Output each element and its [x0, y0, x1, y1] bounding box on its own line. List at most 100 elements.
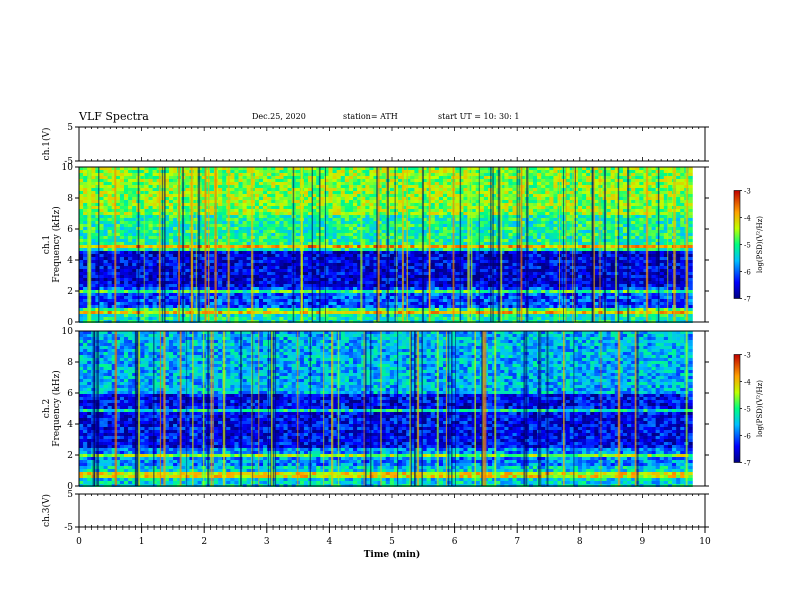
spectrogram-ch1-cell: [537, 257, 542, 260]
spectrogram-ch1-cell: [688, 170, 693, 173]
spectrogram-ch1-cell: [103, 197, 108, 200]
spectrogram-ch1-cell: [365, 218, 370, 221]
spectrogram-ch1-cell: [676, 170, 681, 173]
spectrogram-ch1-cell: [238, 230, 243, 233]
spectrogram-ch1-cell: [234, 266, 239, 269]
spectrogram-ch1-cell: [115, 236, 121, 239]
spectrogram-ch1-cell: [185, 194, 190, 197]
spectrogram-ch1-cell: [688, 203, 693, 206]
spectrogram-ch1-cell: [398, 191, 403, 194]
spectrogram-ch1-cell: [365, 236, 370, 239]
spectrogram-ch1-cell: [128, 194, 133, 197]
spectrogram-ch1-cell: [238, 209, 243, 212]
spectrogram-ch1-cell: [463, 263, 468, 266]
spectrogram-ch1-cell: [483, 179, 489, 182]
spectrogram-ch1-cell: [140, 173, 145, 176]
spectrogram-ch1-cell: [287, 209, 292, 212]
spectrogram-ch1-cell: [115, 182, 121, 185]
spectrogram-ch1-cell: [336, 179, 342, 182]
spectrogram-ch1-cell: [414, 236, 419, 239]
spectrogram-ch1-cell: [238, 194, 243, 197]
spectrogram-ch1-cell: [238, 245, 243, 248]
spectrogram-ch1-cell: [164, 176, 170, 179]
spectrogram-ch1-cell: [586, 197, 591, 200]
spectrogram-ch1-cell: [402, 236, 407, 239]
spectrogram-ch1-cell: [123, 176, 129, 179]
spectrogram-ch1-cell: [107, 182, 113, 185]
spectrogram-ch1-cell: [152, 191, 158, 194]
spectrogram-ch1-cell: [389, 173, 395, 176]
spectrogram-ch1-cell: [532, 242, 538, 245]
spectrogram-ch1-cell: [275, 206, 280, 209]
spectrogram-ch1-cell: [647, 176, 652, 179]
spectrogram-ch1-cell: [303, 218, 309, 221]
spectrogram-ch1-cell: [287, 200, 292, 203]
spectrogram-ch1-cell: [582, 197, 587, 200]
spectrogram-ch1-cell: [353, 248, 358, 251]
spectrogram-ch1-cell: [328, 209, 333, 212]
spectrogram-ch1-cell: [148, 212, 153, 215]
spectrogram-ch1-cell: [263, 239, 268, 242]
spectrogram-ch1-cell: [438, 185, 444, 188]
spectrogram-ch1-cell: [348, 257, 354, 260]
spectrogram-ch1-cell: [111, 260, 117, 263]
spectrogram-ch1-cell: [148, 263, 153, 266]
spectrogram-ch1-cell: [410, 233, 415, 236]
spectrogram-ch1-cell: [606, 176, 611, 179]
spectrogram-ch1-cell: [123, 188, 129, 191]
spectrogram-ch1-cell: [205, 197, 211, 200]
spectrogram-ch1-cell: [373, 179, 378, 182]
spectrogram-ch1-cell: [402, 176, 407, 179]
spectrogram-ch1-cell: [234, 173, 239, 176]
spectrogram-ch1-cell: [500, 221, 505, 224]
spectrogram-ch1-cell: [348, 194, 354, 197]
spectrogram-ch1-cell: [201, 212, 207, 215]
spectrogram-ch1-cell: [83, 176, 88, 179]
spectrogram-ch1-cell: [582, 179, 587, 182]
spectrogram-ch1-cell: [324, 245, 329, 248]
spectrogram-ch1-cell: [201, 260, 207, 263]
spectrogram-ch1-cell: [512, 191, 517, 194]
spectrogram-ch1-cell: [340, 170, 346, 173]
spectrogram-ch1-cell: [663, 233, 669, 236]
spectrogram-ch1-cell: [340, 167, 346, 170]
spectrogram-ch1-cell: [123, 233, 129, 236]
spectrogram-ch1-cell: [381, 191, 387, 194]
spectrogram-ch1-cell: [402, 173, 407, 176]
spectrogram-ch1-cell: [500, 173, 505, 176]
spectrogram-ch1-cell: [115, 167, 121, 170]
spectrogram-ch1-cell: [193, 188, 198, 191]
spectrogram-ch1-cell: [340, 179, 346, 182]
spectrogram-ch1-cell: [569, 185, 575, 188]
spectrogram-ch1-cell: [328, 245, 333, 248]
spectrogram-ch1-cell: [639, 230, 644, 233]
spectrogram-ch1-cell: [438, 263, 444, 266]
spectrogram-ch1-cell: [622, 176, 628, 179]
spectrogram-ch1-cell: [455, 185, 460, 188]
spectrogram-ch1-cell: [381, 221, 387, 224]
spectrogram-ch1-cell: [447, 224, 452, 227]
spectrogram-ch1-cell: [459, 248, 464, 251]
spectrogram-ch1-cell: [631, 212, 636, 215]
spectrogram-ch1-cell: [455, 263, 460, 266]
spectrogram-ch1-cell: [173, 203, 178, 206]
spectrogram-ch1-cell: [577, 236, 583, 239]
spectrogram-ch1-cell: [545, 182, 550, 185]
spectrogram-ch1-cell: [635, 260, 640, 263]
spectrogram-ch1-cell: [377, 227, 382, 230]
spectrogram-ch1-cell: [651, 206, 656, 209]
spectrogram-ch1-cell: [107, 179, 113, 182]
spectrogram-ch1-cell: [267, 212, 272, 215]
spectrogram-ch1-cell: [512, 221, 517, 224]
spectrogram-ch1-cell: [667, 170, 673, 173]
spectrogram-ch1-cell: [410, 230, 415, 233]
spectrogram-ch1-cell: [381, 206, 387, 209]
spectrogram-ch1-cell: [267, 179, 272, 182]
spectrogram-ch1-cell: [107, 260, 113, 263]
spectrogram-ch1-cell: [275, 179, 280, 182]
spectrogram-ch1-cell: [528, 236, 534, 239]
spectrogram-ch1-cell: [230, 221, 235, 224]
spectrogram-ch1-cell: [332, 167, 337, 170]
spectrogram-ch1-cell: [569, 254, 575, 257]
spectrogram-ch1-cell: [275, 257, 280, 260]
